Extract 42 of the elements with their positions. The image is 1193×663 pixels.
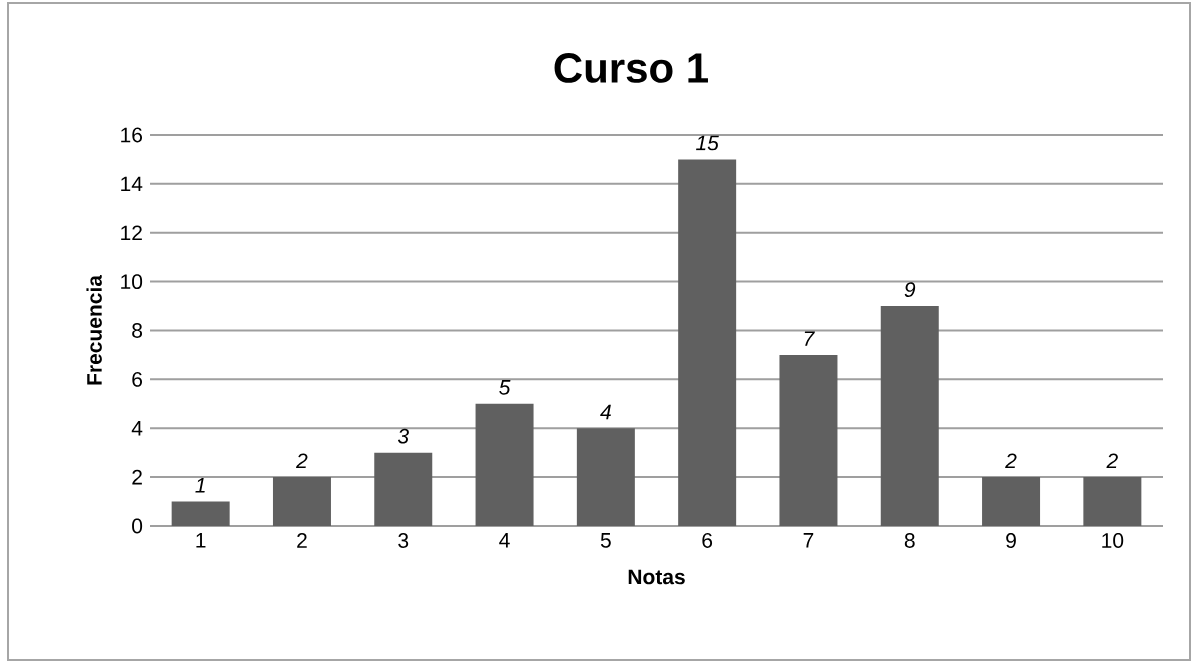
y-tick-label: 8 [132,323,143,338]
bar [576,428,635,526]
x-tick-label: 1 [196,533,206,548]
data-label: 2 [1106,453,1118,469]
x-tick-label: 3 [398,533,409,548]
x-tick-label: 6 [702,533,713,548]
bar [779,354,838,526]
data-label: 2 [1005,453,1017,469]
data-label: 3 [397,428,409,444]
bar [374,452,433,526]
bar [272,477,331,526]
x-tick-label: 2 [297,533,307,548]
data-label: 7 [804,331,815,346]
bar [1083,477,1142,526]
data-label: 2 [296,453,308,469]
x-tick-label: 4 [499,533,510,548]
y-tick-label: 6 [132,371,143,387]
data-label: 9 [904,282,916,297]
y-tick-label: 14 [121,176,143,192]
y-tick-label: 4 [131,421,143,436]
data-label: 5 [499,380,511,395]
y-tick-label: 10 [121,274,143,290]
x-tick-label: 5 [600,533,611,548]
bar [475,403,534,526]
y-tick-label: 2 [132,469,142,485]
data-label: 4 [600,404,611,420]
chart-title: Curso 1 [554,53,708,83]
bar [171,501,230,526]
y-tick-label: 16 [121,127,143,143]
y-tick-label: 12 [121,225,142,241]
y-axis-title: Frecuencia [86,274,102,385]
x-tick-label: 7 [803,533,814,548]
x-tick-label: 9 [1006,533,1016,548]
bar [678,159,737,526]
y-tick-label: 0 [132,518,143,534]
bar [880,306,939,526]
data-label: 15 [696,135,719,151]
x-axis-title: Notas [628,569,685,585]
x-tick-label: 8 [904,533,915,548]
x-tick-label: 10 [1102,533,1124,548]
bar [982,477,1041,526]
data-label: 1 [195,478,205,493]
